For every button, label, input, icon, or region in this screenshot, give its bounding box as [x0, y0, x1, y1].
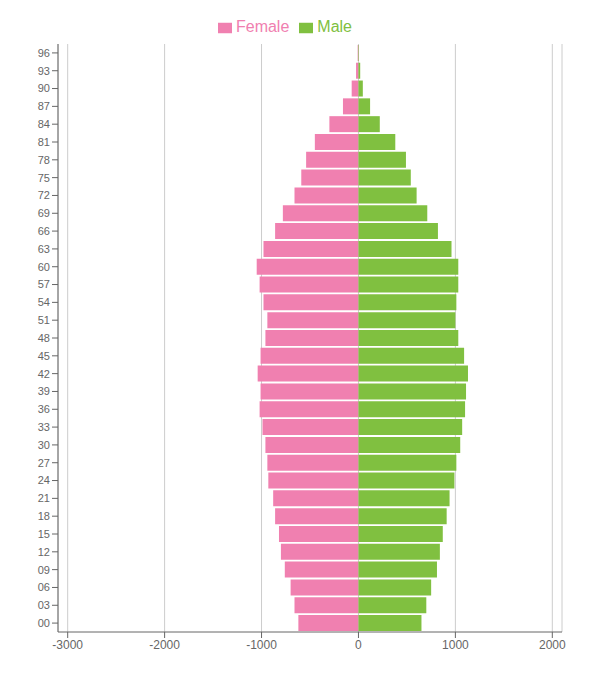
- svg-text:54: 54: [38, 296, 50, 308]
- svg-text:69: 69: [38, 207, 50, 219]
- svg-text:-1000: -1000: [246, 638, 277, 652]
- svg-text:72: 72: [38, 189, 50, 201]
- svg-text:06: 06: [38, 581, 50, 593]
- svg-text:12: 12: [38, 546, 50, 558]
- svg-text:93: 93: [38, 65, 50, 77]
- svg-text:87: 87: [38, 100, 50, 112]
- svg-text:15: 15: [38, 528, 50, 540]
- svg-text:36: 36: [38, 403, 50, 415]
- svg-text:24: 24: [38, 474, 50, 486]
- svg-text:03: 03: [38, 599, 50, 611]
- html-text:Male: Male: [317, 18, 352, 35]
- svg-text:1000: 1000: [442, 638, 469, 652]
- svg-text:45: 45: [38, 350, 50, 362]
- svg-text:96: 96: [38, 47, 50, 59]
- svg-text:33: 33: [38, 421, 50, 433]
- svg-text:00: 00: [38, 617, 50, 629]
- svg-text:30: 30: [38, 439, 50, 451]
- svg-text:2000: 2000: [539, 638, 566, 652]
- svg-text:42: 42: [38, 368, 50, 380]
- svg-text:21: 21: [38, 492, 50, 504]
- svg-text:51: 51: [38, 314, 50, 326]
- svg-text:09: 09: [38, 564, 50, 576]
- svg-text:0: 0: [355, 638, 362, 652]
- svg-text:27: 27: [38, 457, 50, 469]
- svg-text:-3000: -3000: [52, 638, 83, 652]
- svg-text:60: 60: [38, 261, 50, 273]
- svg-text:18: 18: [38, 510, 50, 522]
- svg-text:81: 81: [38, 136, 50, 148]
- svg-text:63: 63: [38, 243, 50, 255]
- html-text:Female: Female: [236, 18, 290, 35]
- svg-text:57: 57: [38, 278, 50, 290]
- svg-text:66: 66: [38, 225, 50, 237]
- svg-text:75: 75: [38, 172, 50, 184]
- svg-text:48: 48: [38, 332, 50, 344]
- svg-text:39: 39: [38, 385, 50, 397]
- svg-text:78: 78: [38, 154, 50, 166]
- svg-text:84: 84: [38, 118, 50, 130]
- svg-text:-2000: -2000: [149, 638, 180, 652]
- svg-text:90: 90: [38, 82, 50, 94]
